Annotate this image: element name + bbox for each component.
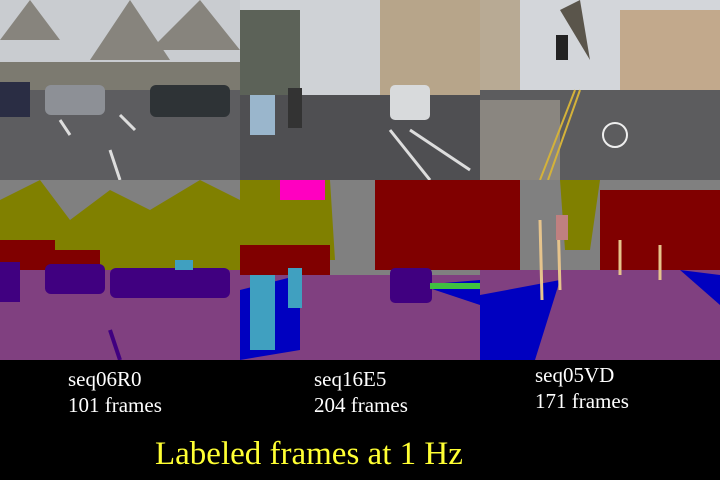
label-map-seq06R0 <box>0 180 240 360</box>
slide-title: Labeled frames at 1 Hz <box>155 436 463 472</box>
sequence-caption: seq06R0 101 frames <box>68 366 162 418</box>
sequence-name: seq16E5 <box>314 367 387 391</box>
sequence-name: seq05VD <box>535 363 615 387</box>
sequence-frame-count: 171 frames <box>535 389 629 413</box>
sequence-caption: seq16E5 204 frames <box>314 366 408 418</box>
sequence-name: seq06R0 <box>68 367 142 391</box>
sequence-frame-count: 204 frames <box>314 393 408 417</box>
sequence-frame-count: 101 frames <box>68 393 162 417</box>
photo-seq16E5 <box>240 0 480 180</box>
sequence-caption: seq05VD 171 frames <box>535 362 629 414</box>
photo-seq05VD <box>480 0 720 180</box>
label-map-seq05VD <box>480 180 720 360</box>
photo-seq06R0 <box>0 0 240 180</box>
label-map-seq16E5 <box>240 180 480 360</box>
